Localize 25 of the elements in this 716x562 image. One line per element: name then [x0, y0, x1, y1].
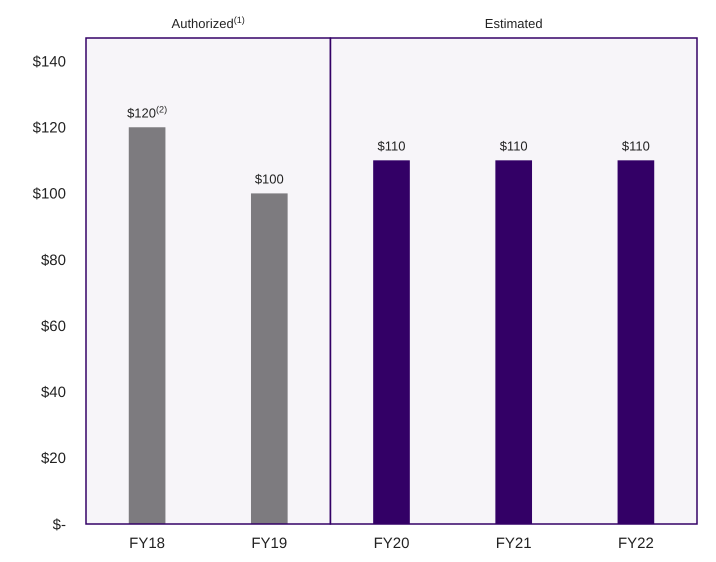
x-tick-label: FY19 [251, 535, 288, 552]
bar [373, 160, 410, 524]
bar [250, 193, 288, 524]
data-label: $100 [254, 171, 284, 186]
x-tick-label: FY22 [618, 535, 654, 552]
data-label: $110 [622, 138, 650, 154]
y-tick-label: $100 [32, 186, 66, 203]
y-tick-label: $60 [40, 318, 66, 335]
bar [618, 160, 654, 524]
y-tick-label: $80 [40, 252, 66, 269]
x-tick-label: FY21 [496, 535, 532, 552]
bar [495, 160, 532, 524]
y-tick-label: $40 [40, 384, 66, 402]
y-tick-label: $120 [32, 120, 66, 137]
y-tick-label: $20 [40, 450, 66, 468]
data-label: $110 [500, 138, 528, 154]
y-tick-label: $140 [32, 53, 66, 70]
band-label: Estimated [484, 16, 543, 31]
y-tick-label: $- [52, 516, 66, 534]
x-tick-label: FY18 [129, 535, 166, 552]
data-label: $110 [378, 138, 406, 154]
bar [128, 127, 166, 524]
x-tick-label: FY20 [374, 535, 410, 552]
data-label: $120$^{(2)}$ [127, 104, 168, 120]
band-label: Authorized$^{(1)}$ [172, 15, 245, 31]
